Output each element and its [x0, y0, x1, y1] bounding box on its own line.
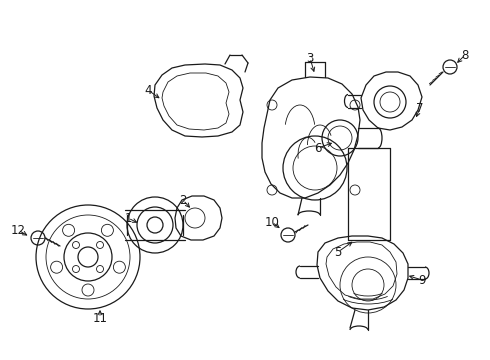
Text: 3: 3 [306, 51, 314, 64]
Text: 9: 9 [418, 274, 426, 287]
Text: 12: 12 [10, 224, 25, 237]
Text: 7: 7 [416, 102, 424, 114]
Text: 10: 10 [265, 216, 279, 229]
Text: 5: 5 [334, 246, 342, 258]
Text: 11: 11 [93, 311, 107, 324]
Text: 4: 4 [144, 84, 152, 96]
Text: 2: 2 [179, 194, 187, 207]
Text: 1: 1 [124, 212, 132, 225]
Text: 6: 6 [314, 141, 322, 154]
Text: 8: 8 [461, 49, 469, 62]
